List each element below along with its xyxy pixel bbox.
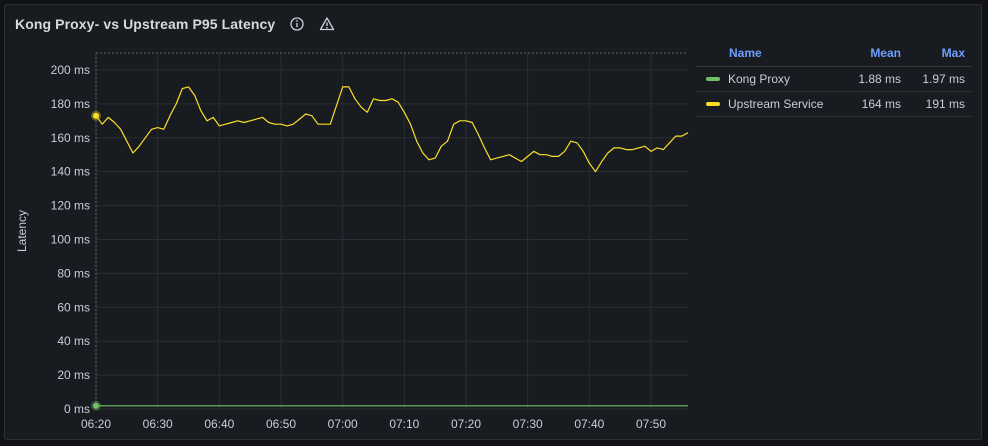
y-tick-label: 40 ms <box>57 334 90 348</box>
y-tick-label: 0 ms <box>64 402 90 416</box>
legend-mean-value: 1.88 ms <box>858 72 901 86</box>
panel-title: Kong Proxy- vs Upstream P95 Latency <box>15 16 276 32</box>
legend-row-upstream-service[interactable]: Upstream Service 164 ms 191 ms <box>696 92 972 117</box>
series-start-point <box>93 112 99 119</box>
panel-header: Kong Proxy- vs Upstream P95 Latency <box>15 13 335 35</box>
legend-header-name[interactable]: Name <box>729 46 762 60</box>
y-tick-label: 160 ms <box>51 131 90 145</box>
legend-row-kong-proxy[interactable]: Kong Proxy 1.88 ms 1.97 ms <box>696 67 972 92</box>
y-tick-label: 180 ms <box>51 97 90 111</box>
legend-table: Name Mean Max Kong Proxy 1.88 ms 1.97 ms… <box>696 40 972 117</box>
y-tick-label: 80 ms <box>57 266 90 280</box>
x-tick-label: 07:20 <box>451 417 481 431</box>
y-tick-label: 60 ms <box>57 300 90 314</box>
warning-icon[interactable] <box>319 16 335 32</box>
legend-max-value: 1.97 ms <box>922 72 965 86</box>
y-axis-label: Latency <box>15 210 29 252</box>
x-tick-label: 06:50 <box>266 417 296 431</box>
legend-swatch <box>706 102 720 106</box>
y-tick-label: 100 ms <box>51 232 90 246</box>
x-tick-label: 07:30 <box>513 417 543 431</box>
series-start-point <box>93 402 99 409</box>
series-line-upstream-service <box>95 86 689 173</box>
x-tick-label: 06:30 <box>143 417 173 431</box>
legend-header: Name Mean Max <box>696 40 972 67</box>
info-icon[interactable] <box>289 16 305 32</box>
legend-header-max[interactable]: Max <box>941 46 965 60</box>
y-tick-label: 120 ms <box>51 199 90 213</box>
x-tick-label: 06:20 <box>81 417 111 431</box>
legend-series-name: Kong Proxy <box>728 72 791 86</box>
legend-swatch <box>706 77 720 81</box>
panel: Kong Proxy- vs Upstream P95 Latency <box>4 4 982 440</box>
x-tick-label: 07:00 <box>328 417 358 431</box>
legend-series-name: Upstream Service <box>728 97 824 111</box>
legend-mean-value: 164 ms <box>861 97 901 111</box>
y-tick-label: 200 ms <box>51 63 90 77</box>
x-tick-label: 06:40 <box>204 417 234 431</box>
x-tick-label: 07:40 <box>574 417 604 431</box>
x-tick-label: 07:50 <box>636 417 666 431</box>
x-tick-label: 07:10 <box>389 417 419 431</box>
y-tick-label: 20 ms <box>57 368 90 382</box>
legend-max-value: 191 ms <box>925 97 965 111</box>
y-tick-label: 140 ms <box>51 165 90 179</box>
legend-header-mean[interactable]: Mean <box>870 46 901 60</box>
